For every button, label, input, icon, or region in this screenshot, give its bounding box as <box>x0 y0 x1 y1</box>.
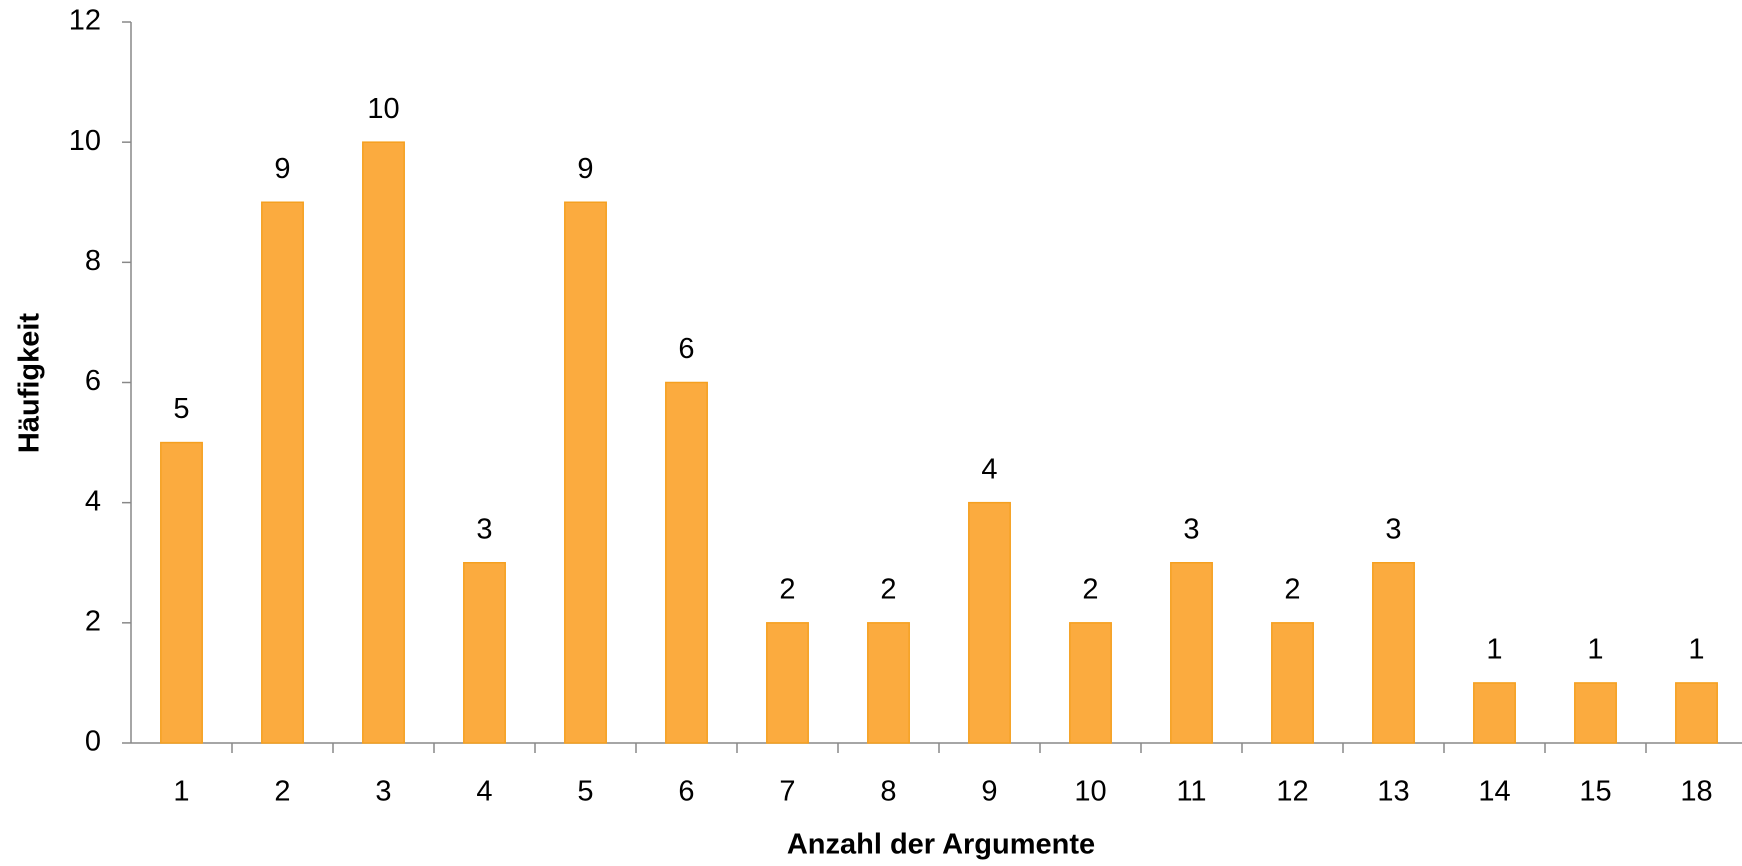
data-label: 4 <box>981 453 997 485</box>
data-label: 6 <box>678 333 694 365</box>
x-tick-label: 14 <box>1478 776 1510 808</box>
bar <box>1473 682 1516 744</box>
data-label: 1 <box>1587 634 1603 666</box>
x-tick-label: 8 <box>880 776 896 808</box>
bar <box>1372 562 1415 744</box>
y-tick-label: 8 <box>85 245 101 277</box>
data-label: 1 <box>1486 634 1502 666</box>
y-tick-label: 10 <box>69 125 101 157</box>
bar <box>1170 562 1213 744</box>
x-tick-label: 1 <box>173 776 189 808</box>
y-tick-label: 2 <box>85 605 101 637</box>
bar <box>968 501 1011 744</box>
bar <box>665 381 708 744</box>
x-tick-label: 4 <box>476 776 492 808</box>
y-tick-label: 4 <box>85 485 101 517</box>
data-label: 3 <box>1183 513 1199 545</box>
data-label: 1 <box>1688 634 1704 666</box>
bar <box>463 562 506 744</box>
x-tick-label: 7 <box>779 776 795 808</box>
x-tick-label: 13 <box>1377 776 1409 808</box>
data-label: 3 <box>476 513 492 545</box>
bar <box>160 441 203 744</box>
data-label: 2 <box>779 573 795 605</box>
y-tick-label: 6 <box>85 365 101 397</box>
data-label: 10 <box>367 93 399 125</box>
data-label: 2 <box>1082 573 1098 605</box>
y-axis-title: Häufigkeit <box>14 313 46 454</box>
bar <box>1574 682 1617 744</box>
y-tick-label: 0 <box>85 726 101 758</box>
x-tick-label: 10 <box>1074 776 1106 808</box>
x-tick-label: 15 <box>1579 776 1611 808</box>
x-tick-label: 6 <box>678 776 694 808</box>
bar <box>1069 622 1112 744</box>
bar <box>564 201 607 744</box>
y-tick-label: 12 <box>69 5 101 37</box>
x-tick-label: 5 <box>577 776 593 808</box>
data-label: 2 <box>880 573 896 605</box>
bar <box>1675 682 1718 744</box>
x-tick-label: 3 <box>375 776 391 808</box>
x-tick-label: 18 <box>1680 776 1712 808</box>
bar <box>766 622 809 744</box>
x-tick-label: 12 <box>1276 776 1308 808</box>
x-tick-label: 2 <box>274 776 290 808</box>
x-axis-title: Anzahl der Argumente <box>787 829 1095 861</box>
data-label: 3 <box>1385 513 1401 545</box>
data-label: 9 <box>577 153 593 185</box>
data-label: 9 <box>274 153 290 185</box>
data-label: 5 <box>173 393 189 425</box>
x-tick-label: 11 <box>1176 776 1206 808</box>
bar <box>1271 622 1314 744</box>
bar <box>261 201 304 744</box>
bar <box>867 622 910 744</box>
x-tick-label: 9 <box>981 776 997 808</box>
data-label: 2 <box>1284 573 1300 605</box>
bar <box>362 141 405 744</box>
